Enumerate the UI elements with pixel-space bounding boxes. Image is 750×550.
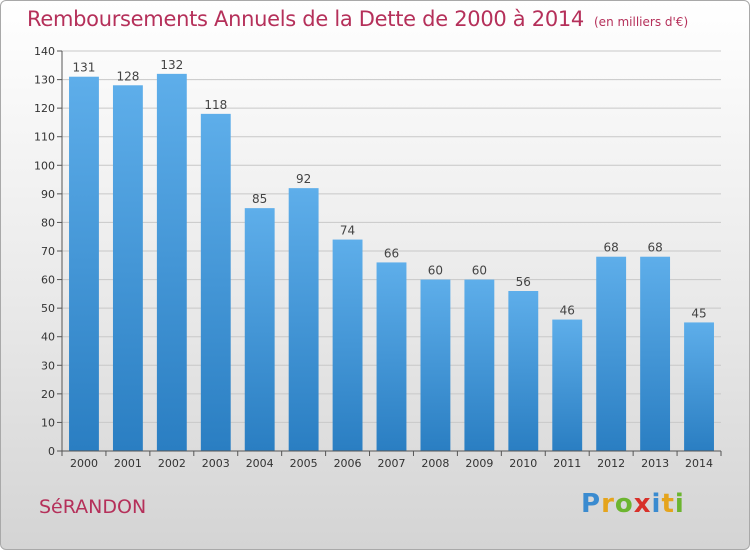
- bar-2009: [464, 279, 495, 451]
- logo-letter: P: [581, 489, 602, 519]
- title-text: Remboursements Annuels de la Dette de 20…: [27, 7, 584, 31]
- bar-2007: [376, 262, 407, 451]
- y-tick-labels: 0 10 20 30 40 50 60 70 80 90 100 110 120 130 140: [34, 45, 55, 458]
- y-tick-label: 10: [41, 416, 55, 429]
- logo-letter: r: [601, 489, 615, 519]
- bar-2000: [69, 76, 99, 451]
- bar-2013: [640, 256, 671, 451]
- y-tick-label: 70: [41, 245, 55, 258]
- y-tick-label: 30: [41, 359, 55, 372]
- data-label-2012: 68: [604, 241, 619, 255]
- x-tick-label-2007: 2007: [378, 457, 406, 470]
- logo-letter: t: [661, 489, 675, 519]
- y-tick-label: 130: [34, 74, 55, 87]
- data-label-2010: 56: [516, 275, 531, 289]
- data-label-2001: 128: [116, 69, 139, 83]
- data-label-2009: 60: [472, 264, 487, 278]
- y-tick-label: 100: [34, 159, 55, 172]
- x-tick-label-2014: 2014: [685, 457, 713, 470]
- data-label-2004: 85: [252, 192, 267, 206]
- bar-2010: [508, 291, 539, 451]
- x-tick-label-2003: 2003: [202, 457, 230, 470]
- data-label-2006: 74: [340, 224, 355, 238]
- y-tick-label: 0: [48, 445, 55, 458]
- bar-2005: [288, 188, 319, 451]
- x-tick-label-2002: 2002: [158, 457, 186, 470]
- chart-unit: (en milliers d'€): [594, 15, 689, 29]
- data-label-2003: 118: [204, 98, 227, 112]
- logo-letter: o: [614, 489, 634, 519]
- x-tick-label-2000: 2000: [70, 457, 98, 470]
- bar-2003: [200, 113, 231, 451]
- y-tick-label: 110: [34, 131, 55, 144]
- chart-title: Remboursements Annuels de la Dette de 20…: [27, 7, 688, 31]
- bar-2014: [684, 322, 714, 451]
- bar-2011: [552, 319, 583, 451]
- bar-2004: [244, 208, 275, 451]
- data-label-2014: 45: [691, 306, 706, 320]
- bar-2012: [596, 256, 627, 451]
- data-label-2013: 68: [647, 241, 662, 255]
- bar-2006: [332, 239, 363, 451]
- y-tick-label: 20: [41, 388, 55, 401]
- x-tick-label-2004: 2004: [246, 457, 274, 470]
- x-tick-label-2008: 2008: [421, 457, 449, 470]
- place-name: SéRANDON: [39, 496, 147, 518]
- y-tick-label: 140: [34, 45, 55, 58]
- y-tick-label: 60: [41, 274, 55, 287]
- y-tick-label: 80: [41, 216, 55, 229]
- data-labels: 131 128 132 118 85 92 74 66 60 60 56 46 68 68 45: [73, 58, 707, 321]
- x-tick-label-2001: 2001: [114, 457, 142, 470]
- bars: [69, 73, 714, 452]
- data-label-2007: 66: [384, 246, 399, 260]
- x-tick-label-2005: 2005: [290, 457, 318, 470]
- logo-letter: i: [651, 489, 662, 519]
- data-label-2005: 92: [296, 172, 311, 186]
- y-tick-label: 90: [41, 188, 55, 201]
- y-tick-label: 40: [41, 331, 55, 344]
- x-tick-label-2013: 2013: [641, 457, 669, 470]
- bar-2008: [420, 279, 451, 451]
- y-tick-label: 120: [34, 102, 55, 115]
- data-label-2000: 131: [73, 61, 96, 75]
- axes: [57, 50, 722, 456]
- y-tick-label: 50: [41, 302, 55, 315]
- x-tick-label-2010: 2010: [509, 457, 537, 470]
- bar-2001: [112, 85, 143, 452]
- proxiti-logo: Proxiti: [581, 489, 685, 519]
- x-tick-label-2006: 2006: [334, 457, 362, 470]
- data-label-2002: 132: [160, 58, 183, 72]
- logo-letter: x: [633, 489, 652, 519]
- bar-2002: [156, 73, 187, 451]
- x-tick-label-2011: 2011: [553, 457, 581, 470]
- logo-letter: i: [674, 489, 685, 519]
- x-tick-label-2012: 2012: [597, 457, 625, 470]
- x-tick-label-2009: 2009: [465, 457, 493, 470]
- data-label-2008: 60: [428, 264, 443, 278]
- data-label-2011: 46: [560, 304, 575, 318]
- x-tick-labels: 2000 2001 2002 2003 2004 2005 2006 2007 2008 2009…: [70, 457, 713, 470]
